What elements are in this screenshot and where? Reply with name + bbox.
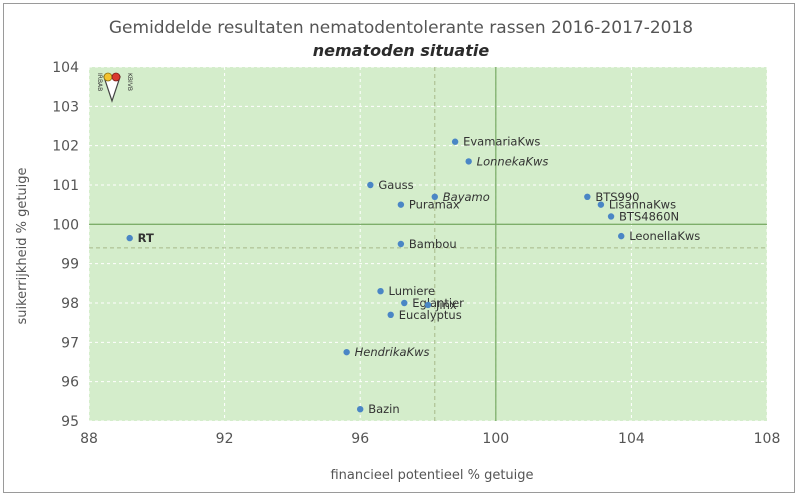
point-label: Lumiere (389, 284, 436, 298)
point-label: LonnekaKws (477, 154, 549, 168)
data-point (126, 234, 133, 242)
point-label: HendrikaKws (355, 345, 430, 359)
point-label: RT (138, 231, 154, 245)
data-point (343, 348, 350, 356)
x-tick-label: 96 (351, 431, 369, 447)
data-point (424, 301, 432, 309)
plot-area (89, 67, 767, 421)
data-point (597, 201, 605, 208)
point-label: LisannaKws (609, 198, 676, 212)
point-label: Gauss (378, 178, 413, 192)
chart-title: Gemiddelde resultaten nematodentolerante… (109, 18, 693, 38)
data-point (397, 240, 405, 248)
x-tick-label: 104 (618, 431, 645, 447)
data-point (607, 213, 615, 220)
y-tick-label: 101 (52, 178, 79, 194)
x-axis-label: financieel potentieel % getuige (330, 468, 533, 483)
logo-text-right: KBIVB (126, 73, 133, 91)
point-label: Bambou (409, 237, 457, 251)
point-label: Eucalyptus (399, 308, 462, 322)
x-tick-label: 108 (754, 431, 781, 447)
data-point (387, 311, 394, 318)
data-point (584, 193, 591, 200)
data-point (401, 299, 408, 307)
data-point (397, 201, 405, 208)
irbab-logo-icon: IRBAB KBIVB (96, 72, 133, 103)
y-axis-ticks: 95 96 97 98 99 100 101 102 103 104 (52, 60, 79, 430)
chart-frame: Gemiddelde resultaten nematodentolerante… (3, 3, 795, 493)
data-point (431, 193, 438, 200)
point-label: Jinx (435, 298, 457, 312)
x-tick-label: 100 (482, 431, 509, 447)
point-label: BTS990 (595, 190, 639, 204)
point-label: BTS4860N (619, 209, 679, 223)
point-label: Bazin (368, 402, 399, 416)
x-tick-label: 88 (80, 431, 98, 447)
y-tick-label: 95 (61, 414, 79, 430)
chart-subtitle: nematoden situatie (313, 41, 490, 60)
y-tick-label: 104 (52, 60, 79, 76)
x-tick-label: 92 (216, 431, 234, 447)
x-axis-ticks: 88 92 96 100 104 108 (80, 431, 780, 447)
logo-text-left: IRBAB (96, 73, 103, 91)
data-point (357, 406, 364, 413)
y-tick-label: 97 (61, 335, 79, 351)
data-point (465, 158, 472, 165)
y-tick-label: 103 (52, 99, 79, 115)
data-point (367, 181, 374, 189)
y-tick-label: 99 (61, 257, 79, 273)
data-point (618, 232, 625, 240)
data-point (451, 138, 459, 145)
y-tick-label: 98 (61, 296, 79, 312)
y-tick-label: 96 (61, 375, 79, 391)
reference-lines (89, 67, 767, 421)
point-label: Bayamo (443, 190, 490, 204)
y-tick-label: 100 (52, 217, 79, 233)
point-label: LeonellaKws (629, 229, 700, 243)
y-tick-label: 102 (52, 139, 79, 155)
point-label: EvamariaKws (463, 135, 540, 149)
data-point (377, 288, 384, 295)
y-axis-label: suikerrijkheid % getuige (15, 167, 30, 324)
scatter-chart: Gemiddelde resultaten nematodentolerante… (15, 18, 780, 483)
point-label: Puramax (409, 198, 460, 212)
